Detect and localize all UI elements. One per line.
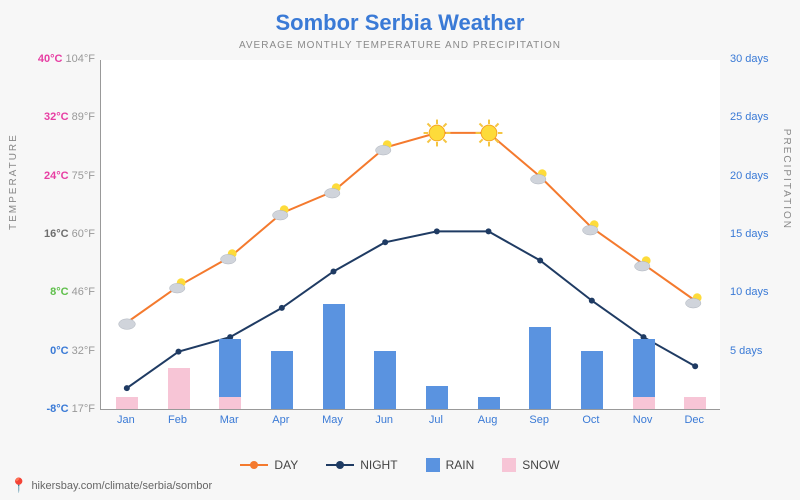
x-label: Nov — [617, 414, 669, 426]
snow-bar — [219, 397, 241, 409]
plot-svg — [101, 60, 721, 410]
x-label: Mar — [203, 414, 255, 426]
night-marker — [486, 228, 492, 234]
night-marker — [176, 349, 182, 355]
rain-bar — [271, 351, 293, 409]
x-label: Sep — [513, 414, 565, 426]
legend-night-marker — [336, 461, 344, 469]
cloud-sun-icon — [529, 166, 551, 193]
legend-night: NIGHT — [326, 458, 397, 472]
cloud-sun-icon — [271, 202, 293, 229]
legend-rain: RAIN — [426, 458, 475, 472]
legend-day-marker — [250, 461, 258, 469]
right-tick: 20 days — [730, 170, 800, 182]
x-label: May — [307, 414, 359, 426]
night-marker — [331, 268, 337, 274]
rain-bar — [426, 386, 448, 409]
plot-area — [100, 60, 720, 410]
left-tick: 0°C 32°F — [0, 345, 95, 357]
x-label: Aug — [462, 414, 514, 426]
legend-night-line — [326, 464, 354, 466]
x-label: Jan — [100, 414, 152, 426]
weather-chart: Sombor Serbia Weather AVERAGE MONTHLY TE… — [0, 0, 800, 500]
cloud-sun-icon — [374, 137, 396, 164]
legend-snow-label: SNOW — [522, 458, 559, 472]
snow-bar — [116, 397, 138, 409]
left-tick: 16°C 60°F — [0, 228, 95, 240]
cloud-sun-icon — [323, 180, 345, 207]
footer-url: hikersbay.com/climate/serbia/sombor — [31, 480, 212, 492]
rain-bar — [478, 397, 500, 409]
snow-bar — [633, 397, 655, 409]
cloud-sun-icon — [684, 290, 706, 317]
legend-day-line — [240, 464, 268, 466]
night-line — [127, 231, 695, 388]
right-tick: 15 days — [730, 228, 800, 240]
cloud-sun-icon — [168, 275, 190, 302]
left-tick: 24°C 75°F — [0, 170, 95, 182]
day-line — [127, 133, 695, 323]
rain-bar — [323, 304, 345, 409]
snow-bar — [684, 397, 706, 409]
left-tick: 8°C 46°F — [0, 286, 95, 298]
x-label: Dec — [668, 414, 720, 426]
pin-icon: 📍 — [10, 477, 27, 494]
night-marker — [589, 298, 595, 304]
cloud-sun-icon — [219, 246, 241, 273]
chart-title: Sombor Serbia Weather — [0, 0, 800, 36]
left-tick: -8°C 17°F — [0, 403, 95, 415]
right-tick: 5 days — [730, 345, 800, 357]
rain-bar — [374, 351, 396, 409]
left-tick: 32°C 89°F — [0, 111, 95, 123]
left-tick: 40°C 104°F — [0, 53, 95, 65]
legend-night-label: NIGHT — [360, 458, 397, 472]
night-marker — [537, 258, 543, 264]
legend-snow-swatch — [502, 458, 516, 472]
cloud-sun-icon — [581, 217, 603, 244]
legend-day: DAY — [240, 458, 298, 472]
night-marker — [279, 305, 285, 311]
night-marker — [382, 239, 388, 245]
rain-bar — [529, 327, 551, 409]
x-label: Apr — [255, 414, 307, 426]
right-tick: 30 days — [730, 53, 800, 65]
rain-bar — [581, 351, 603, 409]
sun-icon — [423, 119, 451, 152]
legend-rain-label: RAIN — [446, 458, 475, 472]
legend: DAY NIGHT RAIN SNOW — [0, 458, 800, 472]
sun-icon — [475, 119, 503, 152]
legend-day-label: DAY — [274, 458, 298, 472]
night-marker — [124, 385, 130, 391]
right-tick: 10 days — [730, 286, 800, 298]
right-tick: 25 days — [730, 111, 800, 123]
x-label: Oct — [565, 414, 617, 426]
cloud-icon — [116, 312, 138, 339]
x-label: Jun — [358, 414, 410, 426]
x-label: Jul — [410, 414, 462, 426]
x-label: Feb — [152, 414, 204, 426]
footer-attribution: 📍 hikersbay.com/climate/serbia/sombor — [10, 477, 212, 494]
night-marker — [692, 363, 698, 369]
legend-snow: SNOW — [502, 458, 559, 472]
x-axis-labels: JanFebMarAprMayJunJulAugSepOctNovDec — [100, 414, 720, 426]
legend-rain-swatch — [426, 458, 440, 472]
cloud-sun-icon — [633, 253, 655, 280]
chart-subtitle: AVERAGE MONTHLY TEMPERATURE AND PRECIPIT… — [0, 36, 800, 51]
night-marker — [434, 228, 440, 234]
snow-bar — [168, 368, 190, 409]
